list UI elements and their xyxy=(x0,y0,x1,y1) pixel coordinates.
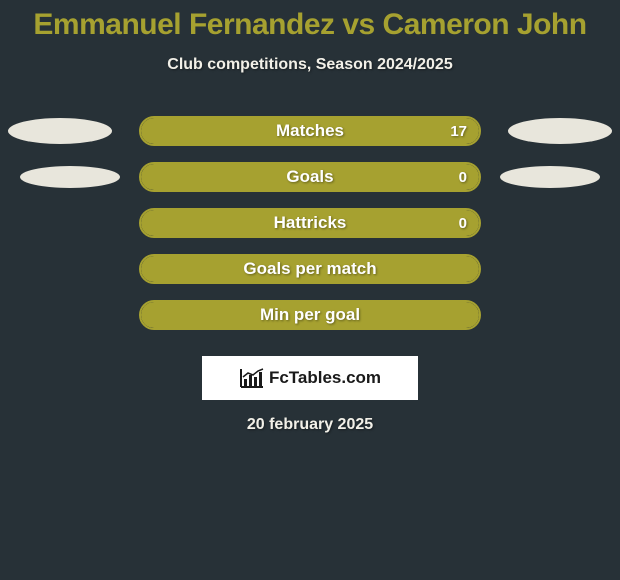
player-right-ellipse xyxy=(500,166,600,188)
stat-value: 0 xyxy=(459,169,467,186)
stat-bar: Goals per match xyxy=(139,254,481,284)
stat-label: Matches xyxy=(276,121,344,141)
page-title: Emmanuel Fernandez vs Cameron John xyxy=(0,0,620,42)
stat-label: Min per goal xyxy=(260,305,360,325)
player-left-ellipse xyxy=(20,166,120,188)
stat-value: 0 xyxy=(459,215,467,232)
date-label: 20 february 2025 xyxy=(0,416,620,434)
stat-row: Min per goal xyxy=(0,292,620,338)
comparison-card: Emmanuel Fernandez vs Cameron John Club … xyxy=(0,0,620,580)
stat-label: Hattricks xyxy=(274,213,347,233)
stat-bar: Matches 17 xyxy=(139,116,481,146)
player-right-ellipse xyxy=(508,118,612,144)
stat-bar: Hattricks 0 xyxy=(139,208,481,238)
stat-label: Goals per match xyxy=(243,259,376,279)
stat-bar: Goals 0 xyxy=(139,162,481,192)
stat-rows: Matches 17 Goals 0 Hattricks 0 Goals per match… xyxy=(0,108,620,338)
stat-row: Goals 0 xyxy=(0,154,620,200)
stat-bar: Min per goal xyxy=(139,300,481,330)
stat-row: Matches 17 xyxy=(0,108,620,154)
logo-box: FcTables.com xyxy=(202,356,418,400)
player-left-ellipse xyxy=(8,118,112,144)
barchart-icon xyxy=(239,367,265,389)
stat-value: 17 xyxy=(450,123,467,140)
stat-row: Hattricks 0 xyxy=(0,200,620,246)
stat-row: Goals per match xyxy=(0,246,620,292)
logo-text: FcTables.com xyxy=(269,368,381,388)
stat-label: Goals xyxy=(286,167,333,187)
subtitle: Club competitions, Season 2024/2025 xyxy=(0,56,620,74)
